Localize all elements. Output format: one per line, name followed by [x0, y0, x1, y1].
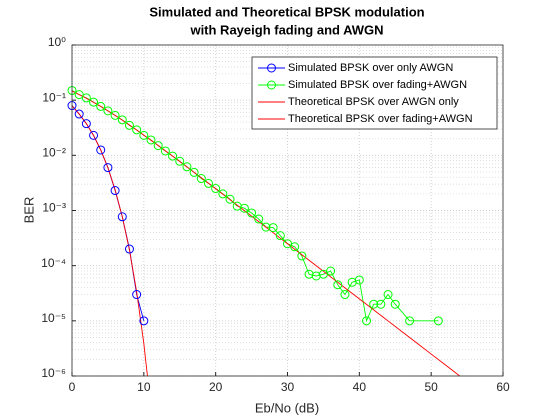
data-point: [376, 299, 386, 309]
chart-title: Simulated and Theoretical BPSK modulatio…: [149, 4, 424, 19]
x-tick-label: 20: [209, 380, 223, 394]
y-axis-label: BER: [21, 197, 36, 224]
legend: Simulated BPSK over only AWGN Simulated B…: [251, 56, 498, 130]
data-point: [110, 110, 120, 120]
data-point: [175, 156, 185, 166]
data-point: [168, 151, 178, 161]
data-point: [132, 125, 142, 135]
x-tick-label: 50: [424, 380, 438, 394]
data-point: [139, 130, 149, 140]
data-point: [110, 186, 120, 196]
legend-label: Simulated BPSK over only AWGN: [288, 62, 453, 74]
data-point: [211, 184, 221, 194]
data-point: [203, 178, 213, 188]
data-point: [74, 90, 84, 100]
y-tick-label: 10⁻⁶: [41, 366, 66, 380]
legend-box: [251, 56, 498, 130]
data-point: [383, 290, 393, 300]
y-tick-label: 10⁻⁴: [41, 256, 66, 270]
data-point: [304, 269, 314, 279]
chart-title: with Rayeigh fading and AWGN: [189, 22, 383, 37]
x-tick-label: 0: [69, 380, 76, 394]
y-tick-label: 10⁻³: [42, 201, 66, 215]
data-point: [182, 162, 192, 172]
data-point: [369, 299, 379, 309]
data-point: [81, 93, 91, 103]
data-point: [254, 214, 264, 224]
x-axis-label: Eb/No (dB): [255, 400, 319, 415]
x-tick-label: 30: [281, 380, 295, 394]
data-point: [103, 106, 113, 116]
data-point: [89, 130, 99, 140]
data-point: [189, 167, 199, 177]
data-point: [132, 290, 142, 300]
marker-layer: [67, 85, 443, 326]
data-point: [390, 299, 400, 309]
data-point: [96, 145, 106, 155]
data-point: [146, 135, 156, 145]
x-tick-label: 40: [353, 380, 367, 394]
y-tick-label: 10⁻¹: [42, 90, 66, 104]
data-point: [218, 189, 228, 199]
data-point: [96, 101, 106, 111]
data-point: [354, 275, 364, 285]
data-point: [340, 290, 350, 300]
data-point: [297, 251, 307, 261]
data-point: [239, 203, 249, 213]
y-tick-label: 10⁰: [48, 35, 66, 49]
data-point: [225, 194, 235, 204]
x-tick-label: 10: [137, 380, 151, 394]
data-point: [275, 231, 285, 241]
data-point: [81, 119, 91, 129]
data-point: [153, 141, 163, 151]
data-point: [103, 163, 113, 173]
data-point: [362, 316, 372, 326]
data-point: [139, 316, 149, 326]
data-point: [290, 242, 300, 252]
ticks: 0 10 20 30 40 50 60 10⁻⁶ 10⁻⁵ 10⁻⁴ 10⁻³ 10⁻² 10⁻¹ 10⁰: [41, 35, 510, 394]
data-point: [318, 269, 328, 279]
x-tick-label: 60: [496, 380, 510, 394]
legend-label: Theoretical BPSK over fading+AWGN: [288, 113, 473, 125]
data-point: [268, 223, 278, 233]
legend-label: Simulated BPSK over fading+AWGN: [288, 79, 467, 91]
data-point: [405, 316, 415, 326]
legend-marker: [267, 63, 276, 73]
data-point: [261, 222, 271, 232]
data-point: [196, 174, 206, 184]
data-point: [311, 271, 321, 281]
legend-marker: [267, 80, 276, 90]
data-point: [247, 208, 257, 218]
data-point: [117, 115, 127, 125]
series-line: [72, 90, 461, 376]
data-point: [89, 97, 99, 107]
data-point: [124, 244, 134, 254]
series-line: [72, 105, 148, 376]
data-point: [74, 109, 84, 119]
legend-label: Theoretical BPSK over AWGN only: [288, 96, 459, 108]
y-tick-label: 10⁻²: [42, 146, 66, 160]
data-point: [117, 212, 127, 222]
data-point: [433, 316, 443, 326]
y-tick-label: 10⁻⁵: [41, 311, 66, 325]
data-point: [326, 266, 336, 276]
data-point: [124, 120, 134, 130]
data-point: [160, 146, 170, 156]
data-point: [333, 280, 343, 290]
